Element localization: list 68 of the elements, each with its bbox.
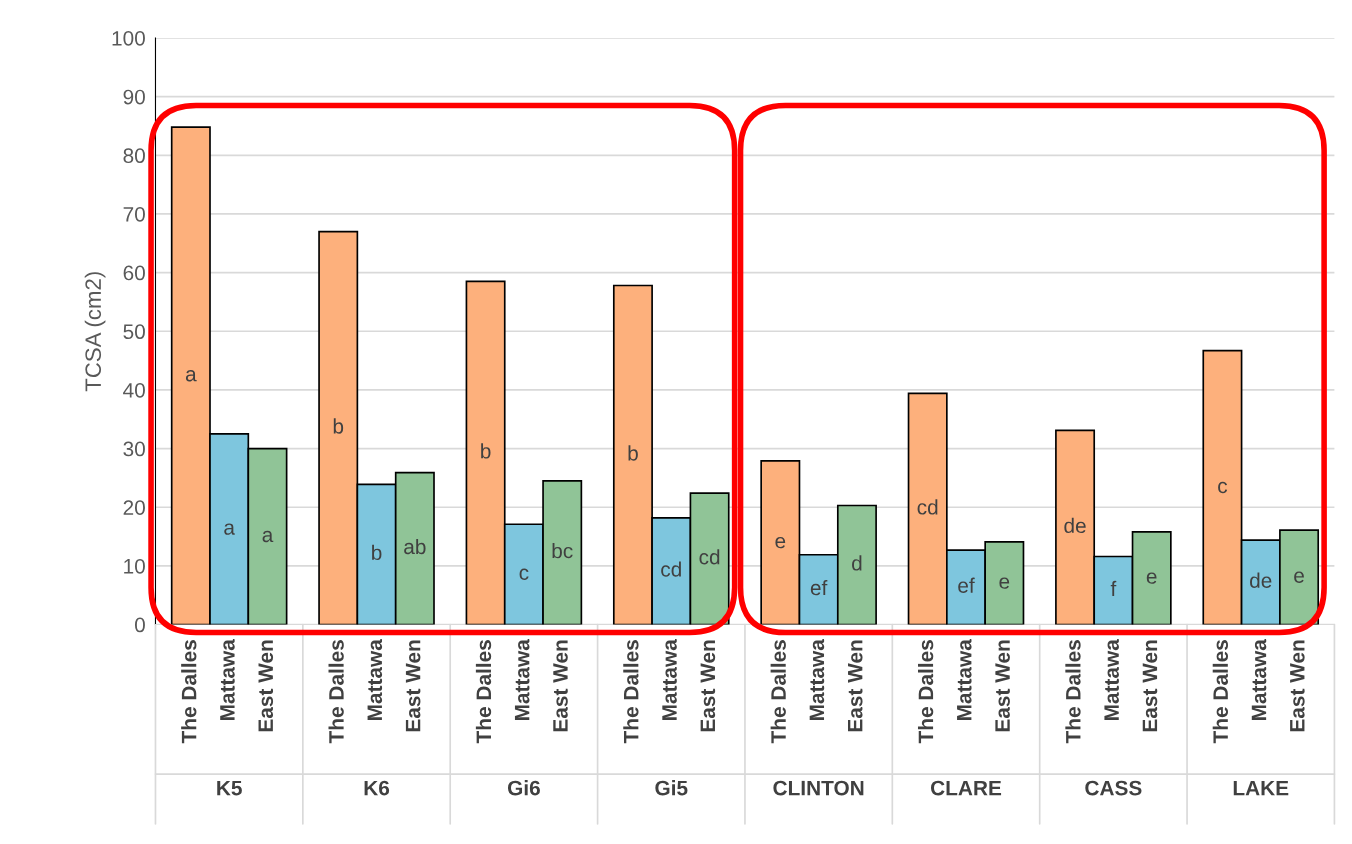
text: East Wen (553, 640, 568, 732)
text: Mattawa (220, 639, 235, 721)
text: Mattawa (957, 639, 972, 721)
text: Mattawa (1104, 639, 1119, 721)
data-label: e (999, 577, 1010, 589)
text: East Wen (995, 640, 1010, 732)
y-tick-label: 100 (112, 30, 145, 46)
y-tick-label: 30 (123, 441, 145, 457)
data-label: b (481, 443, 491, 459)
y-tick-label: 40 (123, 382, 145, 398)
data-label: b (628, 445, 638, 461)
y-tick-label: 0 (134, 617, 145, 633)
data-label: d (852, 555, 862, 571)
data-label: de (1250, 572, 1272, 588)
data-label: b (372, 544, 382, 561)
data-label: bc (552, 542, 573, 559)
text: The Dalles (475, 640, 492, 744)
data-label: ab (404, 538, 426, 555)
text: Mattawa (662, 639, 677, 721)
text: The Dalles (328, 640, 344, 744)
x-tick-label: Gi6 (507, 780, 540, 796)
data-label: c (519, 568, 529, 580)
data-label: a (185, 370, 197, 382)
data-label: ef (958, 577, 975, 593)
text: Mattawa (514, 639, 530, 721)
x-tick-label: LAKE (1233, 780, 1289, 796)
x-tick-label: CASS (1085, 780, 1142, 796)
data-label: cd (917, 499, 938, 515)
x-tick-label: CLINTON (773, 780, 864, 796)
y-axis-title: TCSA (cm2) (84, 272, 106, 392)
data-label: c (1218, 481, 1228, 494)
text: Mattawa (809, 639, 825, 721)
text: East Wen (258, 640, 274, 732)
text: Mattawa (367, 639, 383, 721)
text: East Wen (405, 640, 421, 732)
x-tick-label: Gi5 (655, 780, 688, 796)
text: East Wen (1290, 640, 1305, 732)
text: East Wen (700, 640, 716, 732)
text: East Wen (848, 640, 863, 732)
y-tick-label: 60 (123, 265, 145, 281)
text: The Dalles (1065, 640, 1081, 744)
y-tick-label: 20 (123, 500, 145, 515)
y-tick-label: 70 (123, 206, 145, 222)
data-label: e (775, 536, 786, 549)
data-label: f (1110, 580, 1117, 596)
data-label: cd (661, 561, 681, 577)
x-tick-label: K5 (217, 780, 242, 796)
data-label: cd (699, 549, 720, 565)
data-label: b (333, 418, 344, 434)
x-tick-label: CLARE (930, 780, 1002, 796)
y-tick-label: 90 (123, 89, 145, 105)
text: The Dalles (917, 640, 934, 744)
y-tick-label: 50 (123, 324, 145, 340)
text: East Wen (1142, 640, 1158, 732)
text: Mattawa (1251, 639, 1267, 721)
data-label: a (262, 530, 274, 543)
text: The Dalles (181, 640, 197, 744)
data-label: ef (810, 579, 828, 596)
data-label: de (1064, 517, 1086, 534)
text: The Dalles (770, 640, 786, 744)
y-tick-label: 80 (123, 148, 145, 164)
data-label: a (224, 523, 235, 535)
x-tick-label: K6 (364, 780, 390, 796)
data-label: e (1146, 572, 1157, 584)
text: The Dalles (1212, 640, 1229, 744)
data-label: e (1294, 571, 1304, 583)
y-tick-label: 10 (124, 558, 145, 574)
text: The Dalles (623, 640, 639, 744)
